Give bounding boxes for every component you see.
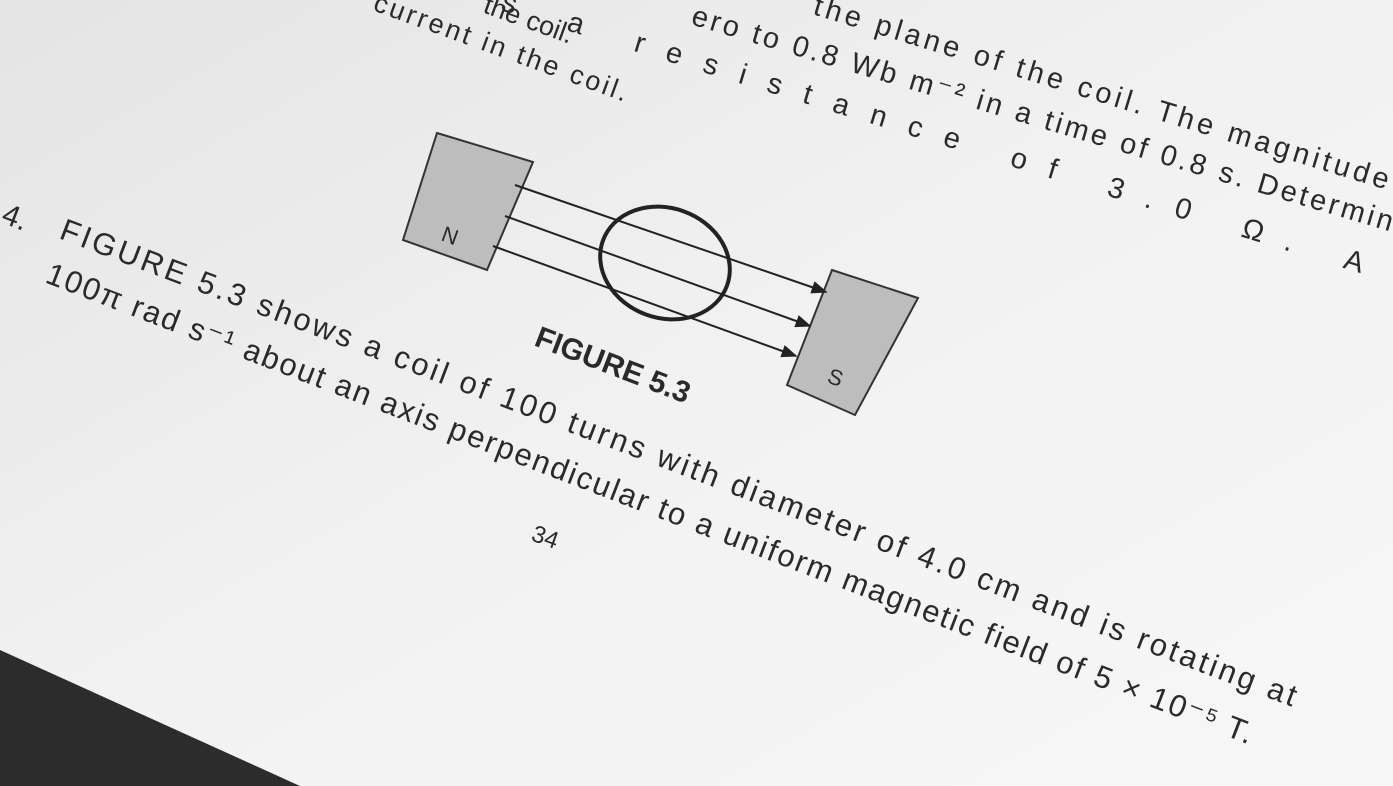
south-magnet	[785, 268, 920, 417]
field-line	[492, 245, 798, 358]
coil	[598, 204, 732, 322]
field-line	[514, 184, 828, 294]
field-line	[504, 215, 812, 328]
table-edge	[0, 650, 300, 786]
north-magnet	[401, 131, 535, 272]
